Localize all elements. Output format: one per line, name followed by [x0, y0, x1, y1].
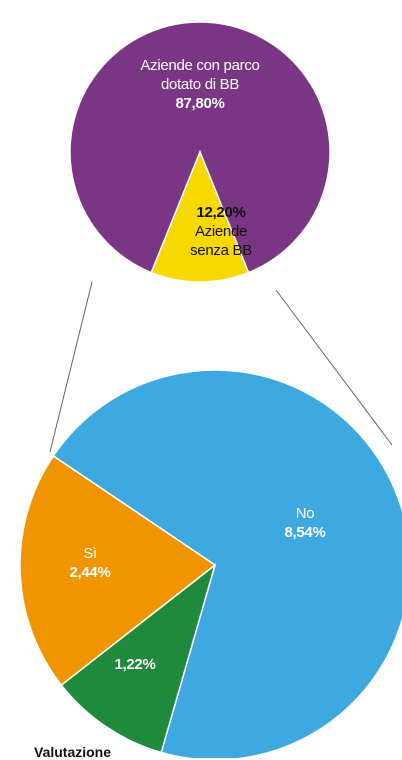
annotation: Valutazione	[34, 744, 112, 760]
category-label: No	[295, 505, 315, 522]
pie-slice	[69, 21, 331, 274]
pie-slice	[19, 454, 217, 687]
pie-slice	[150, 149, 250, 283]
value-label: 87,80%	[175, 95, 225, 112]
value-label: 8,54%	[284, 524, 326, 541]
pie-slice	[60, 562, 217, 754]
connector-line	[275, 289, 393, 446]
value-label: 1,22%	[114, 656, 156, 673]
value-label: 12,20%	[196, 204, 246, 221]
pie-slice	[52, 369, 402, 758]
category-label: Sì	[83, 545, 97, 562]
value-label: 2,44%	[69, 564, 111, 581]
category-label: Aziende con parco dotato di BB	[140, 57, 260, 93]
connector-line	[49, 281, 93, 453]
category-label: Aziende senza BB	[190, 223, 252, 259]
